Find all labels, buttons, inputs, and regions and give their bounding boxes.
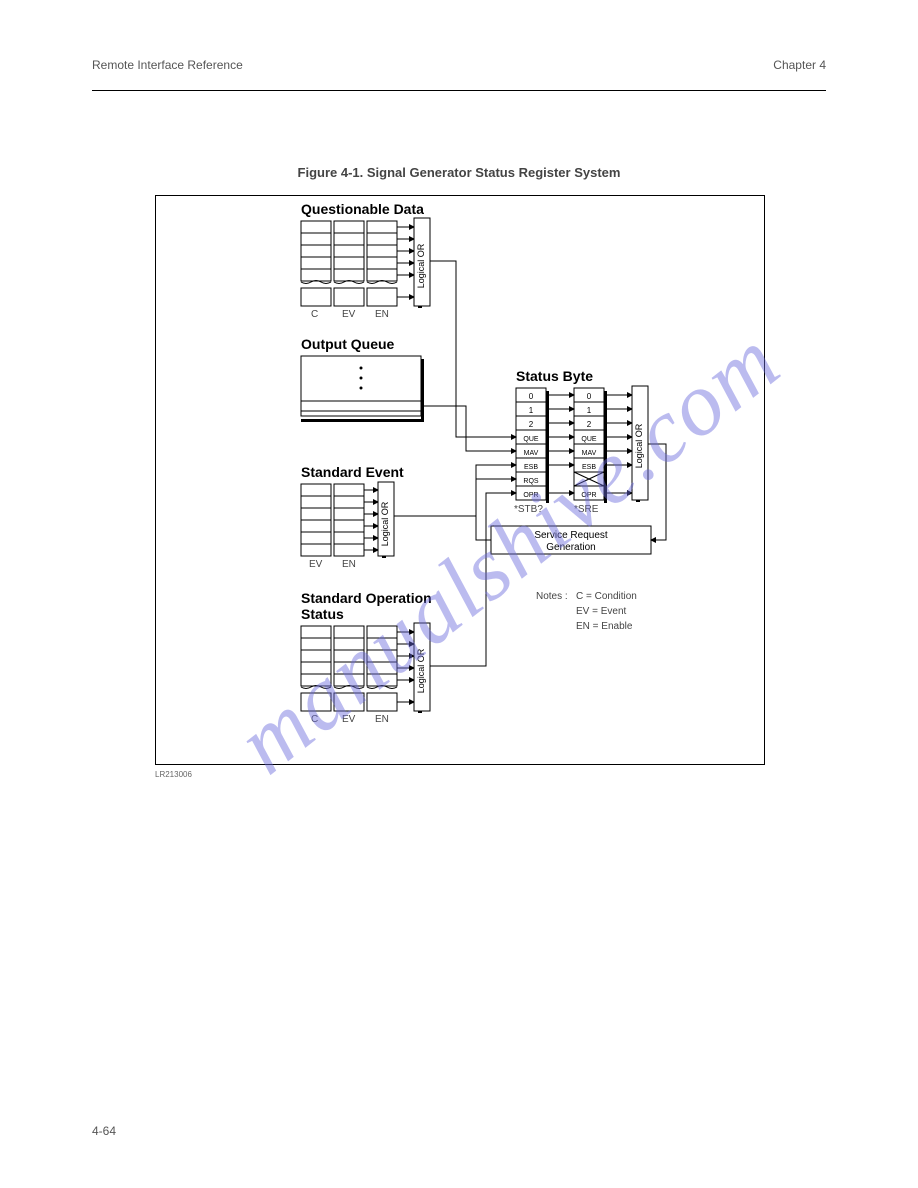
page-rule bbox=[92, 90, 826, 91]
svg-text:QUE: QUE bbox=[581, 436, 597, 443]
svg-text:OPR: OPR bbox=[581, 492, 596, 499]
standard-event-title: Standard Event bbox=[301, 464, 404, 480]
se-col-en: EN bbox=[342, 559, 356, 570]
footer-left: 4-64 bbox=[92, 1124, 116, 1138]
svg-text:0: 0 bbox=[587, 392, 592, 401]
so-col-en: EN bbox=[375, 714, 389, 725]
questionable-registers: Logical OR bbox=[301, 218, 430, 308]
q-col-c: C bbox=[311, 309, 318, 320]
notes-label: Notes : bbox=[536, 591, 568, 602]
header-right: Chapter 4 bbox=[773, 58, 826, 72]
standard-operation-title: Standard Operation Status bbox=[301, 590, 461, 622]
notes-line-2: EN = Enable bbox=[576, 621, 632, 632]
svg-text:ESB: ESB bbox=[582, 464, 596, 471]
se-col-ev: EV bbox=[309, 559, 322, 570]
svg-text:2: 2 bbox=[587, 420, 592, 429]
figure-title: Figure 4-1. Signal Generator Status Regi… bbox=[0, 165, 918, 180]
svg-text:0: 0 bbox=[529, 392, 534, 401]
header-left: Remote Interface Reference bbox=[92, 58, 243, 72]
q-col-ev: EV bbox=[342, 309, 355, 320]
svg-text:Logical OR: Logical OR bbox=[416, 648, 426, 693]
svg-text:MAV: MAV bbox=[524, 450, 539, 457]
notes-line-1: EV = Event bbox=[576, 606, 626, 617]
diagram-frame: Logical OR bbox=[155, 195, 765, 765]
status-byte-title: Status Byte bbox=[516, 368, 593, 384]
questionable-title: Questionable Data bbox=[301, 201, 424, 217]
diagram-footnote: LR213006 bbox=[155, 770, 192, 779]
so-col-c: C bbox=[311, 714, 318, 725]
svg-text:QUE: QUE bbox=[523, 436, 539, 443]
standard-event-registers: Logical OR bbox=[301, 482, 394, 558]
standard-operation-registers: Logical OR bbox=[301, 623, 430, 713]
svg-text:RQS: RQS bbox=[523, 478, 539, 485]
sre-label: *SRE bbox=[574, 504, 598, 515]
so-col-ev: EV bbox=[342, 714, 355, 725]
stb-label: *STB? bbox=[514, 504, 543, 515]
svg-text:1: 1 bbox=[587, 406, 592, 415]
output-queue-title: Output Queue bbox=[301, 336, 394, 352]
svg-text:OPR: OPR bbox=[523, 492, 538, 499]
svg-text:Logical OR: Logical OR bbox=[416, 243, 426, 288]
output-queue-block bbox=[301, 356, 424, 422]
svg-text:MAV: MAV bbox=[582, 450, 597, 457]
q-col-en: EN bbox=[375, 309, 389, 320]
svg-text:1: 1 bbox=[529, 406, 534, 415]
notes-line-0: C = Condition bbox=[576, 591, 637, 602]
svg-text:Service Request: Service Request bbox=[534, 530, 608, 541]
diagram-svg: Logical OR bbox=[156, 196, 766, 766]
status-byte-registers: 0 1 2 QUE MAV ESB RQS OPR 0 1 2 QUE MAV … bbox=[491, 386, 651, 554]
svg-text:2: 2 bbox=[529, 420, 534, 429]
svg-text:ESB: ESB bbox=[524, 464, 538, 471]
svg-text:Logical OR: Logical OR bbox=[634, 423, 644, 468]
svg-text:Logical OR: Logical OR bbox=[380, 501, 390, 546]
svg-text:Generation: Generation bbox=[546, 542, 595, 553]
